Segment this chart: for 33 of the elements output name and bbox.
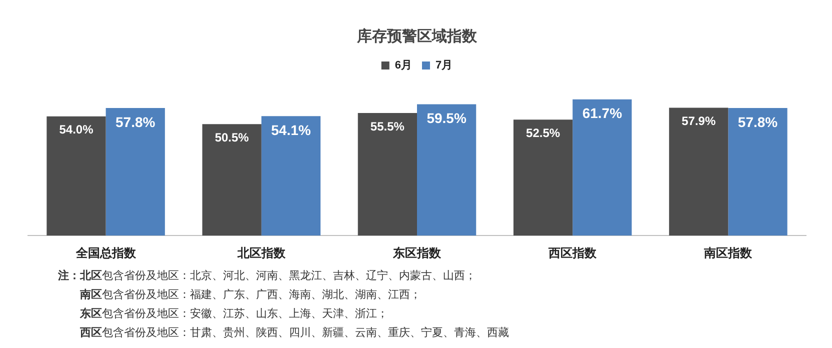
data-label: 57.9% [682, 114, 716, 128]
bar [417, 104, 476, 236]
data-label: 50.5% [214, 130, 250, 144]
bar [572, 99, 632, 236]
bar [513, 120, 573, 236]
bar [358, 113, 417, 236]
data-label: 57.8% [116, 114, 156, 130]
data-label: 61.7% [582, 105, 623, 122]
chart-title: 库存预警区域指数 [356, 26, 478, 45]
x-tick-label: 南区指数 [703, 246, 754, 260]
legend-label: 6月 [394, 60, 412, 72]
text: 北区包含省份及地区：北京、河北、河南、黑龙江、吉林、辽宁、内蒙古、山西； [80, 268, 476, 284]
text: 东区包含省份及地区：安徽、江苏、山东、上海、天津、浙江； [80, 306, 388, 322]
text: 南区包含省份及地区：福建、广东、广西、海南、湖北、湖南、江西； [80, 287, 421, 303]
data-label: 55.5% [370, 119, 405, 134]
bar [202, 124, 262, 236]
data-label: 59.5% [426, 110, 467, 126]
bar [106, 108, 165, 236]
text: 西区包含省份及地区：甘肃、贵州、陕西、四川、新疆、云南、重庆、宁夏、青海、西藏 [80, 325, 509, 341]
legend-label: 7月 [436, 60, 453, 72]
data-label: 54.1% [271, 122, 312, 138]
x-tick-label: 北区指数 [236, 246, 286, 260]
data-label: 52.5% [526, 126, 560, 140]
bar [261, 116, 321, 236]
data-label: 54.0% [59, 122, 94, 137]
bar [46, 116, 106, 236]
x-tick-label: 东区指数 [392, 246, 442, 260]
x-tick-label: 全国总指数 [74, 246, 137, 260]
bar [728, 108, 788, 236]
text: 注： [58, 268, 80, 284]
data-label: 57.8% [738, 114, 778, 130]
bar [669, 108, 728, 236]
x-tick-label: 西区指数 [548, 246, 598, 260]
